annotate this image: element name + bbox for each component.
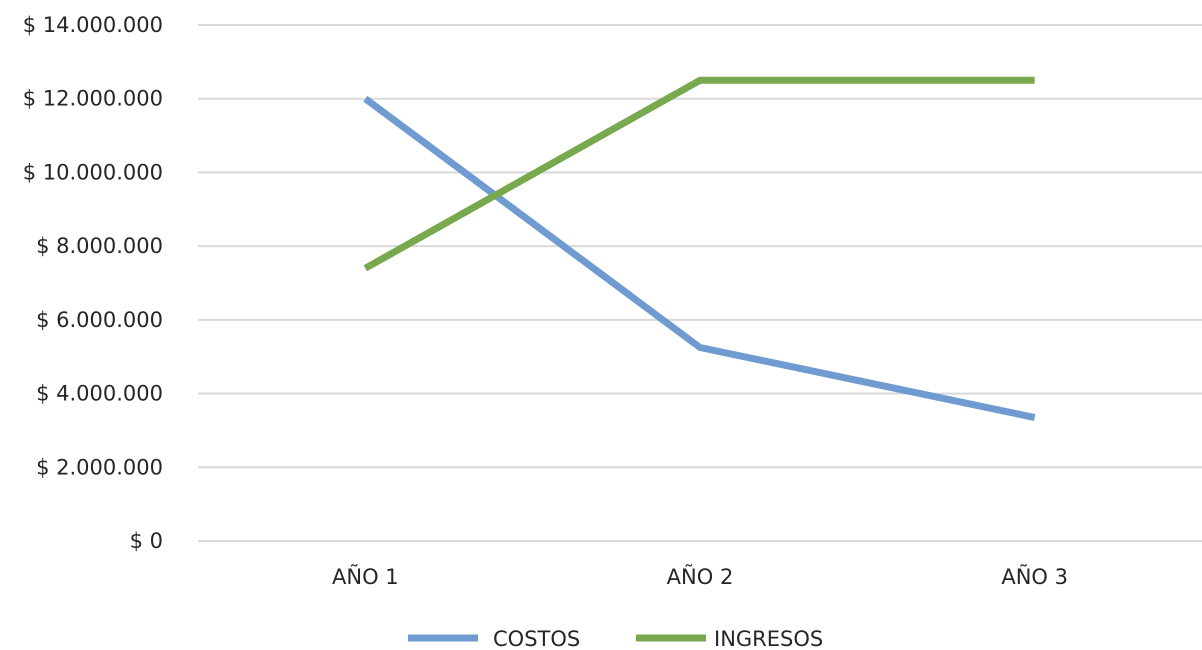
y-tick-label: $ 6.000.000 <box>36 308 163 332</box>
legend-label-ingresos: INGRESOS <box>714 627 823 650</box>
y-tick-label: $ 14.000.000 <box>23 13 163 37</box>
gridlines <box>198 24 1202 542</box>
y-tick-label: $ 4.000.000 <box>36 382 163 406</box>
legend: COSTOS INGRESOS <box>408 627 823 650</box>
y-tick-label: $ 2.000.000 <box>36 455 163 479</box>
y-tick-label: $ 0 <box>130 529 163 553</box>
series-line-costos <box>363 95 1036 421</box>
x-tick-label: AÑO 1 <box>332 563 399 589</box>
y-axis: $ 0 $ 2.000.000 $ 4.000.000 $ 6.000.000 $ 8.… <box>23 13 163 553</box>
x-tick-label: AÑO 2 <box>667 563 734 589</box>
y-tick-label: $ 12.000.000 <box>23 87 163 111</box>
legend-label-costos: COSTOS <box>493 627 580 650</box>
y-tick-label: $ 10.000.000 <box>23 160 163 184</box>
x-axis: AÑO 1 AÑO 2 AÑO 3 <box>332 563 1068 589</box>
x-tick-label: AÑO 3 <box>1001 563 1068 589</box>
y-tick-label: $ 8.000.000 <box>36 234 163 258</box>
series-lines <box>363 76 1036 421</box>
